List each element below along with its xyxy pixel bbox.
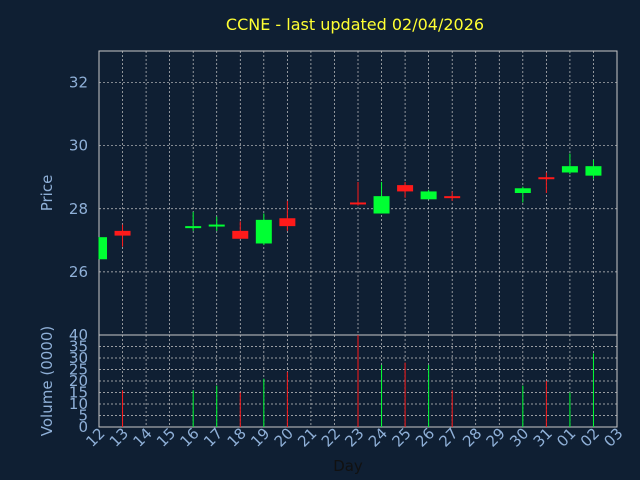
candle-body [514,188,531,193]
volume-tick-label: 30 [69,349,88,367]
x-tick-label: 03 [600,424,626,450]
x-tick-label: 15 [153,424,179,450]
x-tick-label: 17 [200,424,226,450]
x-axis-label: Day [333,457,363,475]
volume-axis-label: Volume (0000) [38,326,56,436]
candle-body [373,196,390,214]
x-tick-label: 24 [365,424,391,450]
x-tick-label: 28 [459,424,485,450]
candle-body [420,191,437,200]
candle-body [255,219,272,244]
volume-tick-label: 15 [69,384,88,402]
candle-body [232,230,249,239]
candles [98,153,602,260]
x-tick-label: 31 [530,424,556,450]
candle-body [561,166,578,173]
x-tick-label: 29 [483,424,509,450]
x-tick-labels: 1213141516171819202122232425262728293031… [82,424,626,450]
price-tick-labels: 26 28 30 32 [69,74,88,281]
x-tick-label: 20 [271,424,297,450]
x-tick-label: 21 [294,424,320,450]
price-axis-label: Price [38,175,56,212]
candle-body [208,224,225,227]
x-tick-label: 02 [577,424,603,450]
x-tick-label: 22 [318,424,344,450]
x-tick-label: 30 [506,424,532,450]
volume-tick-label: 40 [69,326,88,344]
candle-body [585,166,602,176]
candle-body [538,177,555,180]
x-tick-label: 25 [388,424,414,450]
candle-body [279,218,296,227]
x-tick-label: 23 [341,424,367,450]
candle-body [185,226,202,229]
x-tick-label: 18 [224,424,250,450]
volume-tick-label: 0 [78,418,88,436]
candle-body [397,185,414,192]
price-tick-label: 26 [69,263,88,281]
price-tick-label: 30 [69,137,88,155]
candle-body [444,196,461,199]
x-tick-label: 13 [106,424,132,450]
x-tick-label: 26 [412,424,438,450]
volume-tick-label: 25 [69,361,88,379]
x-tick-label: 01 [553,424,579,450]
candle-body [350,202,366,205]
chart-title: CCNE - last updated 02/04/2026 [226,15,484,34]
x-tick-label: 27 [436,424,462,450]
volume-tick-label: 10 [69,395,88,413]
volume-tick-label: 35 [69,338,88,356]
candle-body [114,230,131,236]
x-tick-label: 19 [247,424,273,450]
x-tick-label: 16 [177,424,203,450]
price-tick-label: 32 [69,74,88,92]
candle-body [99,237,107,260]
volume-bars [122,335,594,427]
price-tick-label: 28 [69,200,88,218]
x-tick-label: 14 [129,424,155,450]
volume-tick-label: 20 [69,372,88,390]
volume-tick-label: 5 [78,407,88,425]
